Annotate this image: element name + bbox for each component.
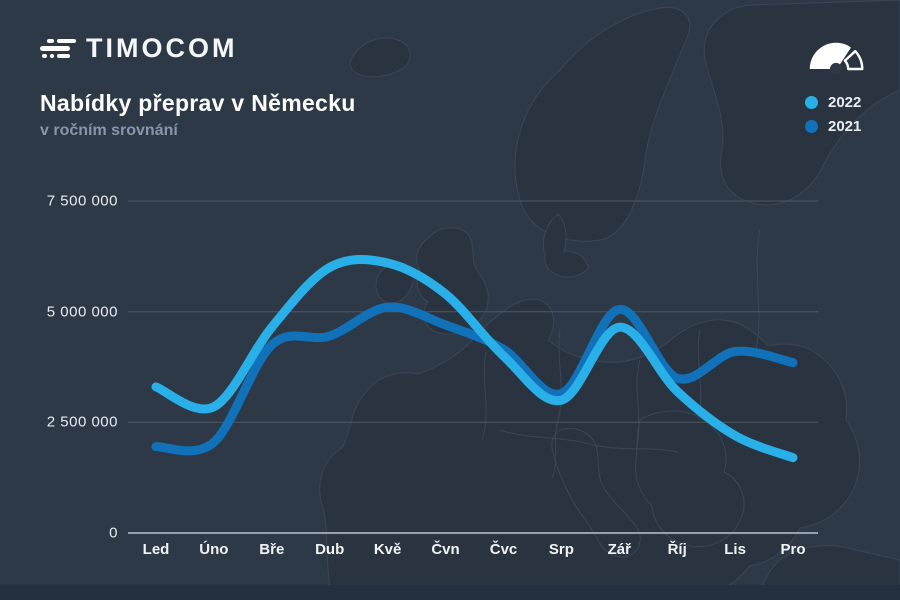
map-country-borders xyxy=(481,229,761,479)
x-tick-label-Pro: Pro xyxy=(780,541,806,558)
chart-subtitle: v ročním srovnání xyxy=(40,122,178,139)
map-scandinavia xyxy=(514,6,691,242)
legend-dot-2021 xyxy=(805,120,818,133)
legend-dot-2022 xyxy=(805,96,818,109)
x-tick-label-Čvc: Čvc xyxy=(489,541,518,558)
x-tick-label-Srp: Srp xyxy=(548,541,574,558)
legend: 2022 2021 xyxy=(805,93,861,136)
y-tick-label: 0 xyxy=(109,524,118,542)
x-tick-label-Zář: Zář xyxy=(607,541,631,558)
brand-logo: TIMOCOM xyxy=(40,33,237,64)
legend-item-2021: 2021 xyxy=(805,117,861,136)
map-denmark xyxy=(543,213,589,278)
map-iceland xyxy=(349,37,411,78)
x-tick-label-Kvě: Kvě xyxy=(373,541,402,558)
map-italy xyxy=(551,427,641,558)
footer-strip xyxy=(0,585,900,600)
legend-label-2021: 2021 xyxy=(828,118,862,135)
legend-item-2022: 2022 xyxy=(805,93,861,112)
speedometer-icon xyxy=(809,42,864,74)
truck-bars-icon xyxy=(40,38,76,59)
legend-label-2022: 2022 xyxy=(828,94,862,111)
x-tick-label-Lis: Lis xyxy=(724,541,746,558)
x-tick-label-Bře: Bře xyxy=(259,541,285,558)
x-tick-label-Dub: Dub xyxy=(315,541,345,558)
y-tick-label: 5 000 000 xyxy=(46,303,118,321)
x-tick-label-Čvn: Čvn xyxy=(431,541,460,558)
y-tick-label: 2 500 000 xyxy=(46,413,118,431)
brand-name: TIMOCOM xyxy=(86,33,238,63)
x-tick-label-Led: Led xyxy=(142,541,170,558)
x-tick-label-Úno: Úno xyxy=(199,541,229,558)
map-finland xyxy=(703,0,900,206)
y-tick-label: 7 500 000 xyxy=(46,192,118,210)
series-line-2022 xyxy=(151,255,798,463)
x-tick-label-Říj: Říj xyxy=(667,541,687,558)
chart-title: Nabídky přeprav v Německu xyxy=(40,90,356,116)
